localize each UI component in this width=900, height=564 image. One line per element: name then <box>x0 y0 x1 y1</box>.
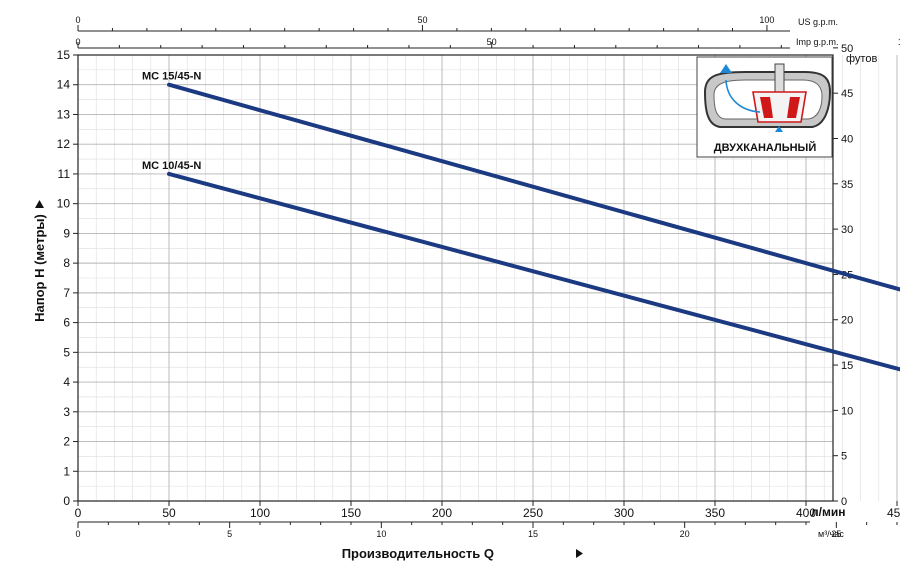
x-tick-label: 150 <box>341 506 361 520</box>
y-ft-tick-label: 5 <box>841 451 847 463</box>
inset-label: ДВУХКАНАЛЬНЫЙ <box>714 141 817 154</box>
y-tick-label: 3 <box>63 405 70 419</box>
x-axis-arrow-icon <box>576 549 583 558</box>
usgpm-tick-label: 0 <box>75 15 80 25</box>
m3h-tick-label: 25 <box>831 529 841 539</box>
x-axis-impgpm-unit: Imp g.p.m. <box>796 37 839 47</box>
y-tick-label: 4 <box>63 375 70 389</box>
y-ft-tick-label: 35 <box>841 179 853 191</box>
x-axis-lpm: 0501001502002503003504004505005506006507… <box>75 501 900 520</box>
x-axis-title: Производительность Q <box>342 546 494 561</box>
y-ft-tick-label: 30 <box>841 224 853 236</box>
m3h-tick-label: 20 <box>680 529 690 539</box>
series-labels: MC 15/45-N MC 10/45-N <box>142 71 201 172</box>
y-ft-tick-label: 0 <box>841 496 847 508</box>
impeller-inset: ДВУХКАНАЛЬНЫЙ <box>696 56 833 158</box>
m3h-tick-label: 15 <box>528 529 538 539</box>
impgpm-tick-label: 100 <box>898 37 900 47</box>
impgpm-tick-label: 0 <box>75 37 80 47</box>
y-axis-title: Напор H (метры) <box>32 214 47 322</box>
series-lines <box>167 82 900 372</box>
x-axis-m3h-unit: м³/час <box>818 529 844 539</box>
y-tick-label: 0 <box>63 494 70 508</box>
y-ft-tick-label: 40 <box>841 133 853 145</box>
y-axis-arrow-icon <box>35 200 44 208</box>
y-ft-tick-label: 20 <box>841 315 853 327</box>
y-axis-feet-unit: футов <box>846 53 877 65</box>
y-ft-tick-label: 45 <box>841 88 853 100</box>
y-ft-tick-label: 10 <box>841 405 853 417</box>
m3h-tick-label: 5 <box>227 529 232 539</box>
y-tick-label: 1 <box>63 464 70 478</box>
x-tick-label: 250 <box>523 506 543 520</box>
x-tick-label: 0 <box>75 506 82 520</box>
m3h-tick-label: 10 <box>376 529 386 539</box>
series-line-1 <box>167 82 900 292</box>
y-tick-label: 15 <box>57 48 71 62</box>
x-tick-label: 100 <box>250 506 270 520</box>
y-tick-label: 6 <box>63 316 70 330</box>
y-tick-label: 8 <box>63 256 70 270</box>
x-tick-label: 450 <box>887 506 900 520</box>
y-tick-label: 10 <box>57 197 71 211</box>
y-tick-label: 12 <box>57 137 71 151</box>
y-tick-label: 2 <box>63 435 70 449</box>
y-tick-label: 13 <box>57 107 71 121</box>
series-label-1: MC 15/45-N <box>142 71 201 83</box>
x-axis-lpm-unit: л/мин <box>811 505 845 519</box>
plot-frame <box>77 54 834 502</box>
y-tick-label: 9 <box>63 226 70 240</box>
x-tick-label: 50 <box>162 506 176 520</box>
y-tick-label: 14 <box>57 78 71 92</box>
x-tick-label: 200 <box>432 506 452 520</box>
usgpm-tick-label: 50 <box>417 15 427 25</box>
y-tick-label: 11 <box>58 167 71 181</box>
x-tick-label: 350 <box>705 506 725 520</box>
y-ft-tick-label: 50 <box>841 43 853 55</box>
series-label-2: MC 10/45-N <box>142 160 201 172</box>
series-line-2 <box>167 171 900 372</box>
impeller-diagram-icon <box>703 63 832 132</box>
x-tick-label: 300 <box>614 506 634 520</box>
usgpm-tick-label: 100 <box>759 15 774 25</box>
x-tick-label: 400 <box>796 506 816 520</box>
major-grid <box>78 55 898 501</box>
y-tick-label: 7 <box>63 286 70 300</box>
m3h-tick-label: 0 <box>75 529 80 539</box>
impgpm-tick-label: 50 <box>487 37 497 47</box>
y-tick-label: 5 <box>63 345 70 359</box>
y-ft-tick-label: 15 <box>841 360 853 372</box>
x-axis-usgpm-unit: US g.p.m. <box>798 17 838 27</box>
